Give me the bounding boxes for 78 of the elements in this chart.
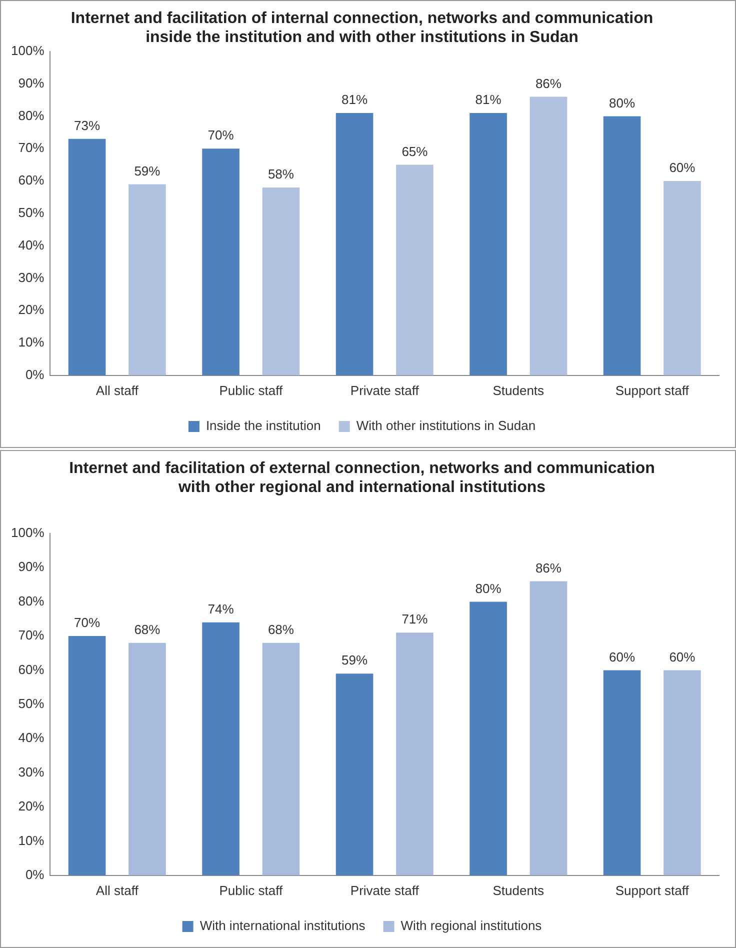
bar	[664, 670, 701, 876]
y-tick-label: 100%	[11, 42, 45, 58]
data-label: 68%	[134, 622, 161, 637]
chart-title: Internet and facilitation of external connection, networks and communication with other regional and international institutions	[69, 460, 655, 496]
y-tick-label: 10%	[18, 334, 45, 350]
y-tick-label: 50%	[18, 696, 45, 711]
x-tick-label: Public staff	[219, 882, 283, 898]
data-label: 71%	[402, 612, 428, 627]
bar	[128, 642, 166, 876]
chart-title: Internet and facilitation of internal connection, networks and communication inside the institution and with other institutions in Sudan	[70, 10, 654, 46]
bar	[262, 187, 300, 376]
y-tick-label: 80%	[18, 593, 45, 608]
bar	[68, 138, 106, 376]
y-tick-label: 60%	[18, 662, 45, 677]
data-label: 70%	[208, 128, 234, 143]
data-label: 74%	[208, 601, 234, 616]
data-label: 73%	[74, 118, 100, 133]
y-tick-label: 70%	[18, 628, 45, 643]
data-label: 68%	[268, 622, 294, 637]
bar	[470, 602, 507, 876]
data-label: 60%	[669, 649, 696, 664]
bar	[603, 670, 641, 876]
legend-label: With other institutions in Sudan	[356, 418, 536, 434]
data-label: 60%	[609, 649, 636, 664]
data-label: 81%	[342, 92, 368, 108]
bar	[396, 632, 434, 876]
y-tick-label: 80%	[18, 108, 45, 123]
y-tick-label: 20%	[18, 302, 45, 318]
y-tick-label: 90%	[18, 75, 45, 90]
bar	[262, 642, 300, 876]
bar	[202, 148, 240, 376]
x-tick-label: All staff	[96, 382, 139, 398]
legend-label: Inside the institution	[206, 418, 321, 434]
bar	[664, 181, 701, 376]
y-tick-label: 40%	[18, 730, 45, 746]
x-tick-label: Public staff	[219, 382, 283, 398]
bar	[603, 116, 641, 376]
x-tick-label: Support staff	[615, 382, 690, 398]
bar	[202, 622, 240, 876]
legend-label: With regional institutions	[400, 918, 542, 934]
x-tick-label: All staff	[96, 882, 139, 898]
y-tick-label: 20%	[18, 798, 45, 814]
y-tick-label: 30%	[18, 270, 45, 285]
bar	[530, 581, 568, 876]
bar	[336, 112, 374, 376]
y-tick-label: 0%	[25, 366, 45, 382]
y-tick-label: 0%	[25, 866, 45, 882]
data-label: 86%	[535, 560, 562, 576]
data-label: 65%	[402, 144, 428, 159]
y-tick-label: 70%	[18, 140, 45, 156]
data-label: 70%	[74, 615, 100, 630]
x-tick-label: Private staff	[350, 882, 420, 898]
bar	[470, 112, 507, 376]
data-label: 58%	[268, 166, 294, 182]
data-label: 59%	[342, 652, 368, 668]
y-tick-label: 90%	[18, 559, 45, 574]
data-label: 60%	[669, 160, 696, 176]
x-tick-label: Private staff	[350, 382, 420, 398]
legend-label: With international institutions	[200, 918, 366, 934]
x-tick-label: Students	[492, 882, 545, 898]
y-tick-label: 50%	[18, 204, 45, 220]
x-tick-label: Support staff	[615, 882, 690, 898]
bar	[336, 674, 374, 876]
y-tick-label: 10%	[18, 832, 45, 848]
y-tick-label: 100%	[11, 524, 45, 540]
data-label: 80%	[475, 580, 502, 596]
x-tick-label: Students	[492, 382, 545, 398]
y-tick-label: 40%	[18, 237, 45, 252]
data-label: 80%	[609, 95, 636, 110]
y-tick-label: 60%	[18, 172, 45, 188]
bar	[530, 96, 568, 376]
bar	[128, 184, 166, 376]
bar	[68, 636, 106, 876]
data-label: 81%	[475, 92, 502, 108]
data-label: 59%	[134, 163, 161, 178]
y-tick-label: 30%	[18, 764, 45, 780]
bar	[396, 164, 434, 376]
data-label: 86%	[535, 76, 562, 91]
